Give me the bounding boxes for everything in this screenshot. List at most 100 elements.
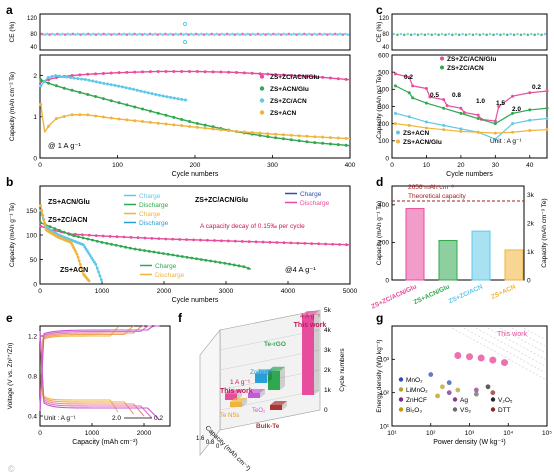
panel-d-ytick-label: 0 bbox=[385, 277, 389, 284]
panel-e-rate-start: 2.0 bbox=[112, 415, 121, 422]
panel-a-ytick-label: 0 bbox=[33, 155, 37, 162]
panel-c-rate-label: 0.2 bbox=[532, 84, 541, 91]
panel-c-series-point bbox=[476, 113, 480, 117]
panel-c-ce-point bbox=[451, 33, 454, 37]
panel-e-discharge-curve bbox=[39, 330, 145, 417]
panel-f-bar-label: Te-rGO bbox=[264, 341, 286, 348]
panel-c-series-point bbox=[393, 72, 397, 76]
panel-c-ylabel: Capacity (mAh g⁻¹ Te) bbox=[376, 74, 383, 138]
panel-c-rate-label: 0.2 bbox=[404, 74, 413, 81]
panel-d-ytick-label: 200 bbox=[378, 240, 389, 247]
panel-g-point bbox=[489, 356, 497, 364]
panel-a-ce-point bbox=[184, 32, 188, 36]
panel-c-ce-frame bbox=[391, 13, 548, 51]
panel-c-ce-tick: 120 bbox=[379, 16, 390, 22]
panel-a-ce-point bbox=[346, 33, 350, 36]
panel-a-ce-point bbox=[169, 32, 172, 36]
panel-c-series-point bbox=[528, 129, 532, 133]
panel-a-ce-point bbox=[328, 32, 332, 36]
panel-f-ztick-label: 1k bbox=[324, 387, 332, 394]
panel-c-series-point bbox=[493, 137, 497, 141]
panel-g-diagonal bbox=[523, 327, 546, 340]
panel-b-series-point bbox=[338, 243, 341, 246]
panel-e-discharge-curve bbox=[39, 330, 119, 413]
panel-b-series-point bbox=[110, 242, 113, 246]
panel-a-series-point bbox=[101, 97, 105, 101]
panel-a-series-point bbox=[150, 92, 154, 96]
panel-a-ce-point bbox=[187, 33, 190, 36]
panel-a-ce-point bbox=[326, 33, 329, 36]
panel-a-ce-point bbox=[130, 33, 134, 36]
panel-c-legend-label: ZS+ZC/ACN/Glu bbox=[447, 56, 496, 63]
panel-d-annotation: 2656 mAh cm⁻³ bbox=[408, 184, 455, 191]
panel-a-series-point bbox=[258, 133, 262, 137]
panel-c-ce-point bbox=[461, 32, 464, 36]
panel-a-series-point bbox=[80, 77, 84, 81]
panel-c-ce-point bbox=[416, 33, 420, 37]
panel-g-legend-marker bbox=[490, 407, 496, 412]
panel-a-series-point bbox=[117, 117, 121, 121]
panel-a-condition: @ 1 A g⁻¹ bbox=[48, 141, 81, 150]
panel-a-ce-point bbox=[61, 32, 64, 36]
panel-a-series-point bbox=[188, 125, 192, 129]
panel-b-series-point bbox=[176, 254, 179, 258]
panel-a-ce-point bbox=[40, 32, 44, 36]
panel-a-series-point bbox=[165, 95, 169, 99]
panel-a-series-point bbox=[39, 102, 43, 106]
panel-a-series-point bbox=[156, 69, 160, 73]
panel-a-ce-point bbox=[202, 33, 206, 36]
panel-b-series-point bbox=[133, 247, 137, 251]
panel-c-rate-label: 1.0 bbox=[476, 98, 485, 105]
panel-g-point bbox=[490, 390, 496, 396]
panel-a-series-point bbox=[94, 72, 98, 76]
panel-b-note: A capacity decay of 0.15‰ per cycle bbox=[200, 223, 305, 230]
panel-a-series-point bbox=[344, 136, 348, 140]
panel-b: Capacity (mAh g⁻¹ Te) 0 50 100 150 0 1000 2000 3… bbox=[9, 185, 358, 304]
panel-c-series-point bbox=[424, 86, 428, 90]
panel-letter-c: c bbox=[376, 3, 383, 17]
panel-f-bar-label: Te NSs bbox=[220, 413, 239, 419]
panel-b-legend-left-label: Discharge bbox=[139, 202, 169, 209]
panel-b-xlabel: Cycle numbers bbox=[172, 297, 219, 304]
panel-b-series-point bbox=[171, 253, 175, 257]
panel-b-series-point bbox=[75, 252, 79, 256]
panel-a-series-point bbox=[125, 103, 129, 107]
panel-a-ce-point bbox=[287, 32, 291, 36]
panel-a-ce-point bbox=[76, 32, 80, 36]
panel-b-series-point bbox=[41, 213, 45, 217]
panel-c-series-point bbox=[511, 130, 515, 134]
panel-b-series-point bbox=[74, 250, 78, 254]
panel-a-series-point bbox=[188, 120, 192, 124]
panel-g-legend-label: V₂O₅ bbox=[498, 397, 513, 404]
panel-letter-f: f bbox=[178, 311, 183, 325]
panel-b-series-point bbox=[98, 274, 102, 278]
panel-b-label: ZS+ZC/ACN bbox=[48, 217, 87, 224]
panel-a-series-point bbox=[141, 120, 145, 124]
panel-f-ztick-label: 4k bbox=[324, 327, 332, 334]
panel-a-series-point bbox=[234, 70, 238, 74]
panel-b-series-point bbox=[166, 252, 170, 256]
panel-c-series-point bbox=[493, 119, 497, 123]
panel-a-series-point bbox=[161, 94, 165, 98]
panel-b-series-point bbox=[157, 251, 161, 255]
panel-a-series-point bbox=[125, 70, 129, 74]
panel-c-ytick-label: 500 bbox=[378, 69, 389, 76]
panel-a-series-point bbox=[91, 79, 95, 83]
panel-b-series-point bbox=[77, 235, 80, 239]
panel-c-ce-point bbox=[533, 33, 537, 37]
panel-b-series-point bbox=[81, 269, 84, 273]
panel-b-series-point bbox=[199, 238, 202, 242]
panel-c-ce-point bbox=[392, 32, 396, 36]
panel-b-series-point bbox=[99, 278, 103, 282]
panel-a-ce-point bbox=[63, 33, 67, 36]
panel-a-ce-frame bbox=[39, 13, 351, 51]
panel-b-series-point bbox=[86, 249, 89, 253]
panel-b-series-point bbox=[317, 242, 321, 246]
panel-d-category-label: ZS+ZC/ACN/Glu bbox=[370, 283, 418, 310]
panel-e-xtick-label: 1000 bbox=[85, 430, 100, 437]
panel-f-bar-side bbox=[260, 389, 265, 398]
panel-c-ytick-label: 0 bbox=[385, 155, 389, 162]
panel-a-series-point bbox=[169, 95, 173, 99]
